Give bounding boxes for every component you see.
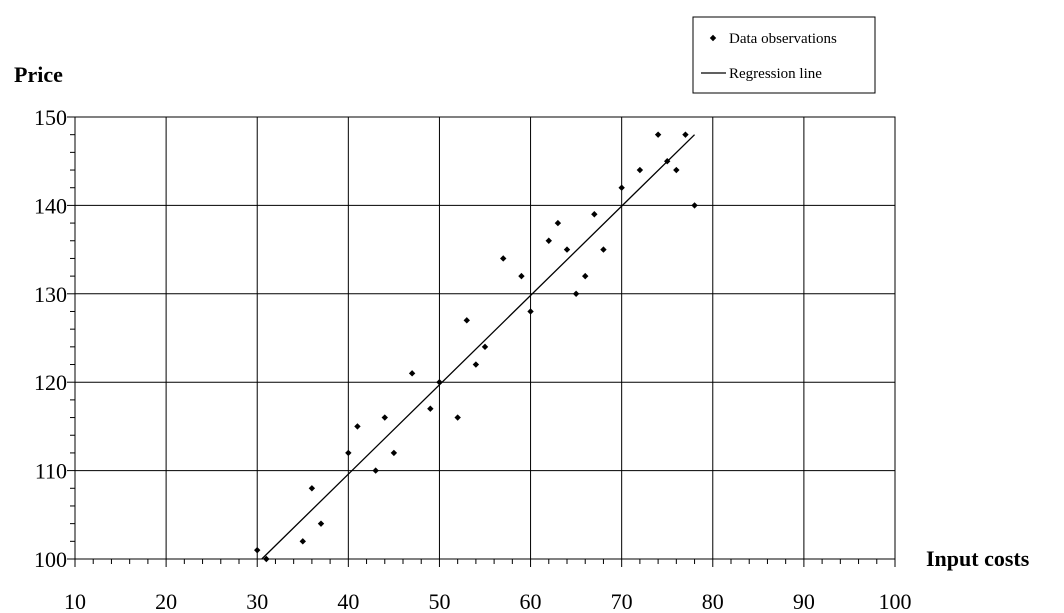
data-point	[317, 520, 325, 527]
x-tick-label: 40	[337, 589, 359, 613]
data-point	[408, 370, 416, 377]
plot-frame	[74, 116, 896, 560]
x-tick-label: 50	[428, 589, 450, 613]
x-tick-label: 20	[155, 589, 177, 613]
regression-line	[261, 134, 696, 560]
data-point	[691, 202, 698, 209]
data-point	[682, 131, 689, 138]
data-point	[527, 308, 534, 315]
data-point	[472, 361, 480, 368]
data-point	[600, 246, 607, 253]
data-point	[545, 237, 552, 244]
data-point	[572, 290, 580, 297]
legend: Data observations Regression line	[692, 16, 876, 94]
y-tick-label: 150	[34, 105, 67, 130]
x-tick-label: 60	[520, 589, 542, 613]
data-point	[354, 423, 361, 430]
y-tick-label: 130	[34, 282, 67, 307]
x-tick-label: 90	[793, 589, 815, 613]
x-axis-title: Input costs	[926, 546, 1030, 571]
data-point	[454, 414, 461, 421]
x-tick-label: 70	[611, 589, 633, 613]
legend-label: Regression line	[729, 66, 822, 82]
data-point	[372, 467, 379, 474]
data-point	[463, 317, 470, 324]
data-point	[563, 246, 571, 253]
y-axis-title: Price	[14, 62, 63, 87]
data-point	[381, 414, 388, 421]
legend-marker-swatch	[709, 34, 717, 42]
x-tick-label: 80	[702, 589, 724, 613]
data-point	[254, 546, 261, 554]
y-tick-label: 110	[35, 459, 67, 484]
data-point	[673, 166, 680, 174]
data-point	[345, 449, 352, 457]
data-point	[554, 219, 562, 227]
y-tick-label: 120	[34, 370, 67, 395]
y-tick-label: 100	[34, 547, 67, 572]
data-point	[636, 166, 644, 174]
grid-lines	[75, 116, 896, 559]
y-axis: 100 110 120 130 140 150	[34, 105, 75, 572]
data-point	[654, 131, 662, 138]
data-point	[427, 405, 434, 412]
data-point	[591, 211, 598, 218]
data-point	[263, 555, 270, 563]
legend-label: Data observations	[729, 31, 837, 47]
data-point	[299, 538, 306, 545]
data-point	[582, 272, 589, 280]
x-axis: 10 20 30 40 50 60 70 80 90 100	[64, 559, 912, 613]
data-point	[390, 449, 398, 457]
data-series	[254, 131, 698, 563]
legend-box	[692, 16, 876, 94]
x-tick-label: 10	[64, 589, 86, 613]
x-tick-label: 30	[246, 589, 268, 613]
x-tick-label: 100	[879, 589, 912, 613]
data-point	[518, 272, 525, 280]
data-point	[308, 485, 316, 492]
data-point	[618, 184, 625, 191]
data-point	[481, 343, 489, 351]
data-point	[500, 255, 507, 262]
y-tick-label: 140	[34, 193, 67, 218]
